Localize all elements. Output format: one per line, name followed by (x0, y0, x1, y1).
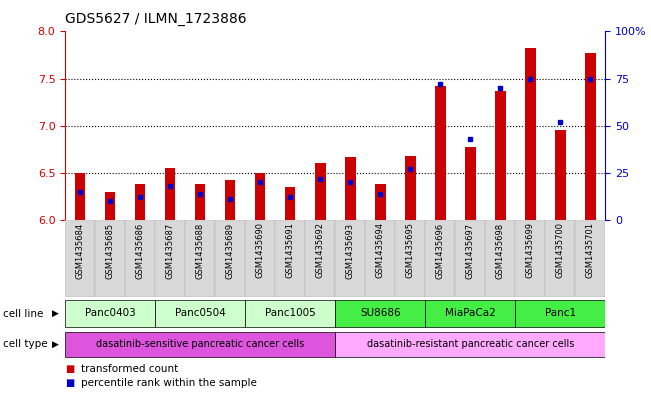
Bar (516, 300, 605, 327)
Bar (546, 31, 575, 220)
Bar (195, 184, 206, 220)
Text: GSM1435698: GSM1435698 (496, 222, 505, 279)
Bar (245, 220, 275, 297)
Text: GSM1435700: GSM1435700 (556, 222, 565, 278)
Bar (75, 173, 85, 220)
Bar (525, 48, 536, 220)
Text: dasatinib-sensitive pancreatic cancer cells: dasatinib-sensitive pancreatic cancer ce… (96, 339, 304, 349)
Text: GSM1435684: GSM1435684 (76, 222, 85, 279)
Bar (65, 220, 95, 297)
Text: GSM1435695: GSM1435695 (406, 222, 415, 278)
Text: GSM1435692: GSM1435692 (316, 222, 325, 278)
Bar (65, 31, 95, 220)
Bar (395, 220, 425, 297)
Text: GSM1435701: GSM1435701 (586, 222, 595, 278)
Text: GSM1435694: GSM1435694 (376, 222, 385, 278)
Text: GSM1435691: GSM1435691 (286, 222, 295, 278)
Text: GSM1435699: GSM1435699 (526, 222, 535, 278)
Bar (185, 31, 215, 220)
Bar (245, 31, 275, 220)
Text: GSM1435693: GSM1435693 (346, 222, 355, 279)
Bar (125, 220, 155, 297)
Bar (455, 220, 486, 297)
Bar (255, 173, 266, 220)
Text: GSM1435685: GSM1435685 (105, 222, 115, 279)
Text: Panc1005: Panc1005 (265, 308, 316, 318)
Text: GSM1435696: GSM1435696 (436, 222, 445, 279)
Text: ▶: ▶ (52, 340, 59, 349)
Bar (465, 147, 476, 220)
Text: GSM1435688: GSM1435688 (196, 222, 204, 279)
Bar (65, 332, 335, 357)
Bar (425, 300, 516, 327)
Bar (495, 91, 506, 220)
Bar (155, 220, 185, 297)
Bar (516, 220, 546, 297)
Bar (435, 86, 445, 220)
Bar (335, 220, 365, 297)
Bar (245, 300, 335, 327)
Bar (135, 184, 145, 220)
Bar (585, 53, 596, 220)
Bar (425, 220, 455, 297)
Bar (125, 31, 155, 220)
Text: Panc0403: Panc0403 (85, 308, 135, 318)
Bar (575, 220, 605, 297)
Bar (425, 31, 455, 220)
Text: transformed count: transformed count (81, 364, 178, 375)
Text: percentile rank within the sample: percentile rank within the sample (81, 378, 257, 388)
Text: GSM1435697: GSM1435697 (466, 222, 475, 279)
Text: ▶: ▶ (52, 309, 59, 318)
Bar (335, 332, 605, 357)
Text: GSM1435689: GSM1435689 (226, 222, 235, 279)
Bar (305, 31, 335, 220)
Text: Panc1: Panc1 (545, 308, 576, 318)
Text: GSM1435690: GSM1435690 (256, 222, 265, 278)
Bar (215, 220, 245, 297)
Text: ■: ■ (65, 364, 74, 375)
Text: Panc0504: Panc0504 (175, 308, 225, 318)
Text: GSM1435686: GSM1435686 (135, 222, 145, 279)
Bar (375, 184, 385, 220)
Bar (95, 220, 125, 297)
Text: cell line: cell line (3, 309, 44, 319)
Bar (65, 300, 155, 327)
Bar (225, 180, 236, 220)
Text: cell type: cell type (3, 339, 48, 349)
Bar (185, 220, 215, 297)
Text: GDS5627 / ILMN_1723886: GDS5627 / ILMN_1723886 (65, 12, 247, 26)
Text: GSM1435687: GSM1435687 (165, 222, 174, 279)
Bar (546, 220, 575, 297)
Text: SU8686: SU8686 (360, 308, 400, 318)
Bar (405, 156, 415, 220)
Text: dasatinib-resistant pancreatic cancer cells: dasatinib-resistant pancreatic cancer ce… (367, 339, 574, 349)
Bar (365, 220, 395, 297)
Bar (486, 220, 516, 297)
Bar (345, 157, 355, 220)
Bar (155, 300, 245, 327)
Bar (105, 192, 115, 220)
Bar (335, 300, 425, 327)
Bar (365, 31, 395, 220)
Bar (555, 130, 566, 220)
Bar (285, 187, 296, 220)
Bar (315, 163, 326, 220)
Text: MiaPaCa2: MiaPaCa2 (445, 308, 495, 318)
Bar (305, 220, 335, 297)
Bar (486, 31, 516, 220)
Bar (275, 220, 305, 297)
Bar (165, 168, 175, 220)
Text: ■: ■ (65, 378, 74, 388)
